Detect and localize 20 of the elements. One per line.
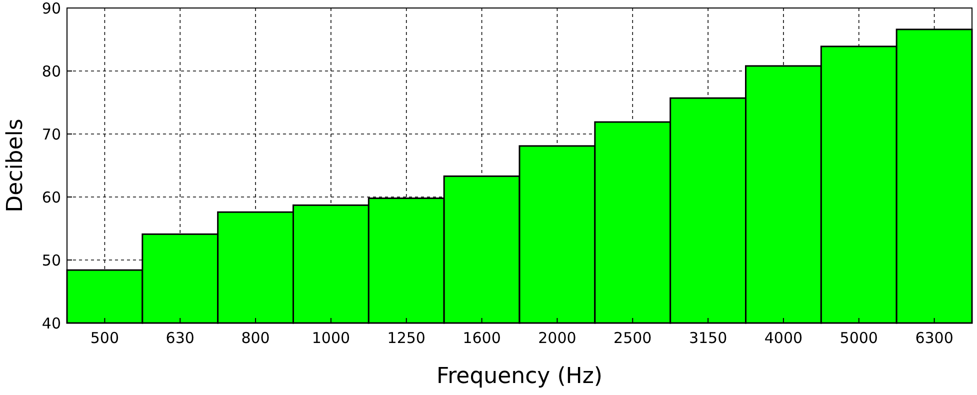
- x-axis-title: Frequency (Hz): [436, 364, 602, 389]
- x-tick-label: 4000: [764, 329, 803, 347]
- y-tick-label: 40: [42, 314, 61, 332]
- x-tick-label: 630: [166, 329, 194, 347]
- x-tick-label: 3150: [688, 329, 728, 347]
- y-axis-title: Decibels: [3, 118, 28, 212]
- y-tick-label: 70: [42, 125, 61, 144]
- x-tick-label: 6300: [915, 329, 954, 347]
- y-tick-label: 80: [42, 62, 61, 80]
- y-tick-label: 90: [42, 0, 61, 18]
- x-tick-label: 500: [90, 329, 120, 347]
- x-tick-label: 1250: [387, 329, 426, 347]
- x-tick-label: 2500: [614, 329, 652, 347]
- x-tick-label: 1000: [312, 329, 350, 347]
- y-tick-label: 50: [42, 251, 61, 270]
- x-tick-label: 800: [241, 329, 270, 347]
- x-tick-label: 1600: [462, 329, 501, 347]
- x-tick-label: 5000: [840, 329, 878, 347]
- y-tick-label: 60: [42, 188, 61, 206]
- x-tick-label: 2000: [538, 329, 576, 347]
